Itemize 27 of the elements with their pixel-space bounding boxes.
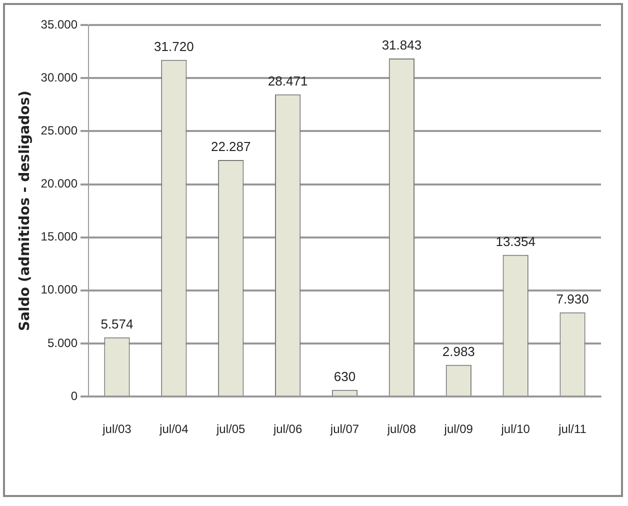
data-label: 5.574 — [100, 316, 134, 332]
x-tick-label: jul/08 — [386, 422, 416, 436]
x-tick-label: jul/03 — [102, 422, 132, 436]
data-label: 31.843 — [382, 38, 422, 53]
x-tick-label: jul/06 — [272, 422, 302, 436]
y-tick-label: 20.000 — [40, 176, 78, 191]
x-tick-label: jul/04 — [158, 422, 189, 436]
y-tick-label: 15.000 — [40, 230, 78, 244]
y-tick-label: 30.000 — [40, 70, 78, 84]
x-tick-label: jul/10 — [500, 422, 530, 436]
data-label: 13.354 — [496, 234, 536, 249]
y-tick-label: 10.000 — [40, 282, 78, 297]
x-tick-label: jul/09 — [443, 422, 474, 436]
y-axis-title: Saldo (admitidos - desligados) — [17, 90, 34, 332]
x-tick-label: jul/11 — [558, 422, 587, 436]
data-label: 28.471 — [268, 73, 308, 88]
data-label: 630 — [334, 368, 356, 384]
x-tick-label: jul/07 — [329, 422, 360, 436]
data-label: 7.930 — [556, 291, 589, 306]
data-label: 31.720 — [154, 38, 194, 54]
y-tick-label: 0 — [70, 388, 78, 403]
data-label: 2.983 — [442, 344, 475, 360]
y-tick-label: 35.000 — [40, 17, 78, 32]
x-tick-label: jul/05 — [216, 422, 246, 436]
y-tick-label: 5.000 — [47, 336, 78, 350]
data-label: 22.287 — [210, 139, 251, 154]
y-tick-label: 25.000 — [40, 123, 78, 138]
